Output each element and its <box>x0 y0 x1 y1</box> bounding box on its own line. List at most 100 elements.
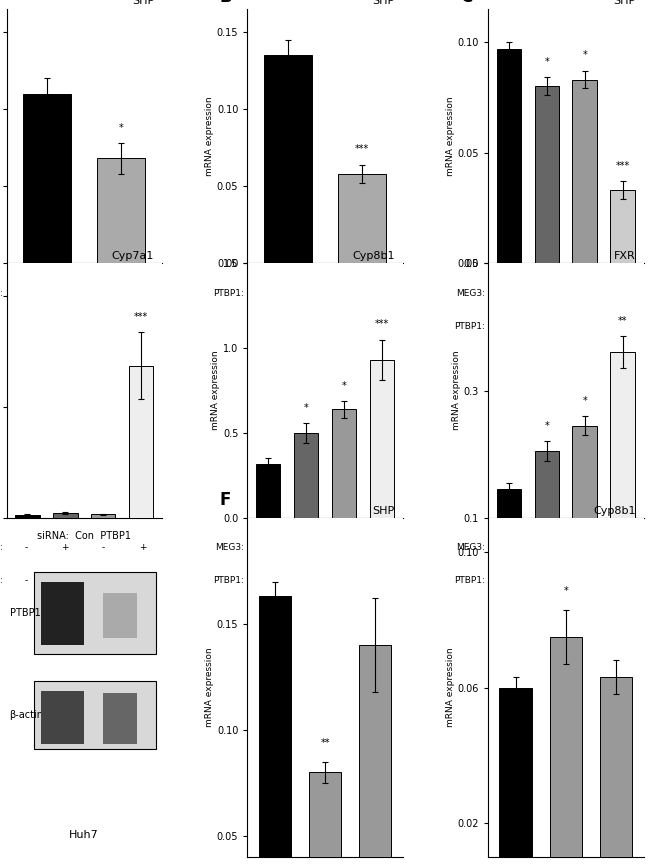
Bar <box>499 688 532 866</box>
Text: +: + <box>138 543 146 553</box>
Text: +: + <box>360 288 368 298</box>
Bar <box>53 514 77 518</box>
Y-axis label: mRNA expression: mRNA expression <box>205 96 214 176</box>
Text: +: + <box>138 577 146 585</box>
Text: MEG3:: MEG3: <box>215 543 244 553</box>
Text: Huh7: Huh7 <box>70 830 99 840</box>
Text: **: ** <box>320 739 330 748</box>
Text: -: - <box>304 577 307 585</box>
Y-axis label: mRNA expression: mRNA expression <box>205 648 214 727</box>
Text: B: B <box>219 0 232 6</box>
Y-axis label: mRNA expression: mRNA expression <box>446 648 455 727</box>
Bar <box>610 352 635 582</box>
Text: -: - <box>63 577 66 585</box>
Bar <box>103 693 137 744</box>
Text: MEG3:: MEG3: <box>456 543 485 553</box>
Text: +: + <box>380 577 387 585</box>
Bar <box>15 514 40 518</box>
Bar <box>497 489 521 582</box>
Bar <box>103 592 137 638</box>
Bar <box>256 463 280 518</box>
Text: -: - <box>545 577 548 585</box>
Text: -: - <box>506 543 509 553</box>
Text: -: - <box>285 288 288 298</box>
Bar <box>332 410 356 518</box>
Text: *: * <box>119 123 124 132</box>
Text: -: - <box>265 577 268 585</box>
Text: +: + <box>61 543 68 553</box>
Bar <box>573 425 597 582</box>
Text: *: * <box>545 421 549 431</box>
Bar <box>23 94 72 263</box>
Bar <box>129 365 153 518</box>
Text: -: - <box>506 288 509 298</box>
Text: Cyp7a1: Cyp7a1 <box>112 251 154 261</box>
Text: ***: *** <box>616 161 630 171</box>
Text: ***: *** <box>134 313 148 322</box>
Text: -: - <box>584 288 587 298</box>
Text: +: + <box>302 543 309 553</box>
Text: PTBP1: PTBP1 <box>10 608 40 618</box>
Text: *: * <box>341 380 346 391</box>
Text: SHP: SHP <box>614 0 636 6</box>
Bar <box>41 582 84 645</box>
Text: -: - <box>24 577 27 585</box>
Text: ***: *** <box>374 320 389 329</box>
Text: β-actin: β-actin <box>10 710 44 720</box>
Text: +: + <box>341 577 348 585</box>
Text: MEG3:: MEG3: <box>0 288 3 298</box>
Y-axis label: mRNA expression: mRNA expression <box>211 351 220 430</box>
Text: PTBP1:: PTBP1: <box>213 577 244 585</box>
Text: *: * <box>582 396 587 406</box>
Bar <box>34 572 155 654</box>
Text: +: + <box>582 322 589 331</box>
Bar <box>338 174 386 263</box>
Text: *: * <box>582 50 587 61</box>
Text: SHP: SHP <box>372 0 395 6</box>
Text: siRNA:  Con  PTBP1: siRNA: Con PTBP1 <box>37 532 131 541</box>
Text: *: * <box>304 403 309 412</box>
Bar <box>549 637 582 866</box>
Text: MEG3:: MEG3: <box>0 543 3 553</box>
Text: -: - <box>343 543 346 553</box>
Bar <box>370 360 394 518</box>
Text: FXR: FXR <box>614 251 636 261</box>
Y-axis label: mRNA expression: mRNA expression <box>452 351 461 430</box>
Text: +: + <box>380 543 387 553</box>
Text: ***: *** <box>355 145 369 154</box>
Bar <box>264 55 312 263</box>
Text: -: - <box>24 543 27 553</box>
Bar <box>359 645 391 866</box>
Text: *: * <box>564 586 568 596</box>
Y-axis label: mRNA expression: mRNA expression <box>446 96 455 176</box>
Bar <box>34 681 155 749</box>
Bar <box>534 86 559 263</box>
Bar <box>573 80 597 263</box>
Text: MEG3:: MEG3: <box>456 288 485 298</box>
Text: Cyp8b1: Cyp8b1 <box>352 251 395 261</box>
Text: +: + <box>620 543 628 553</box>
Bar <box>97 158 145 263</box>
Text: F: F <box>219 491 231 508</box>
Bar <box>600 677 632 866</box>
Bar <box>497 48 521 263</box>
Bar <box>294 433 318 518</box>
Bar <box>309 772 341 866</box>
Text: **: ** <box>618 316 627 326</box>
Bar <box>91 514 116 518</box>
Text: *: * <box>545 57 549 67</box>
Bar <box>41 691 84 744</box>
Text: -: - <box>265 543 268 553</box>
Bar <box>534 451 559 582</box>
Text: -: - <box>506 322 509 331</box>
Bar <box>610 191 635 263</box>
Text: PTBP1:: PTBP1: <box>0 577 3 585</box>
Text: PTBP1:: PTBP1: <box>454 577 485 585</box>
Bar <box>259 597 291 866</box>
Text: +: + <box>620 288 628 298</box>
Text: -: - <box>584 543 587 553</box>
Text: +: + <box>582 577 589 585</box>
Text: +: + <box>543 543 550 553</box>
Text: SHP: SHP <box>372 506 395 515</box>
Text: +: + <box>543 288 550 298</box>
